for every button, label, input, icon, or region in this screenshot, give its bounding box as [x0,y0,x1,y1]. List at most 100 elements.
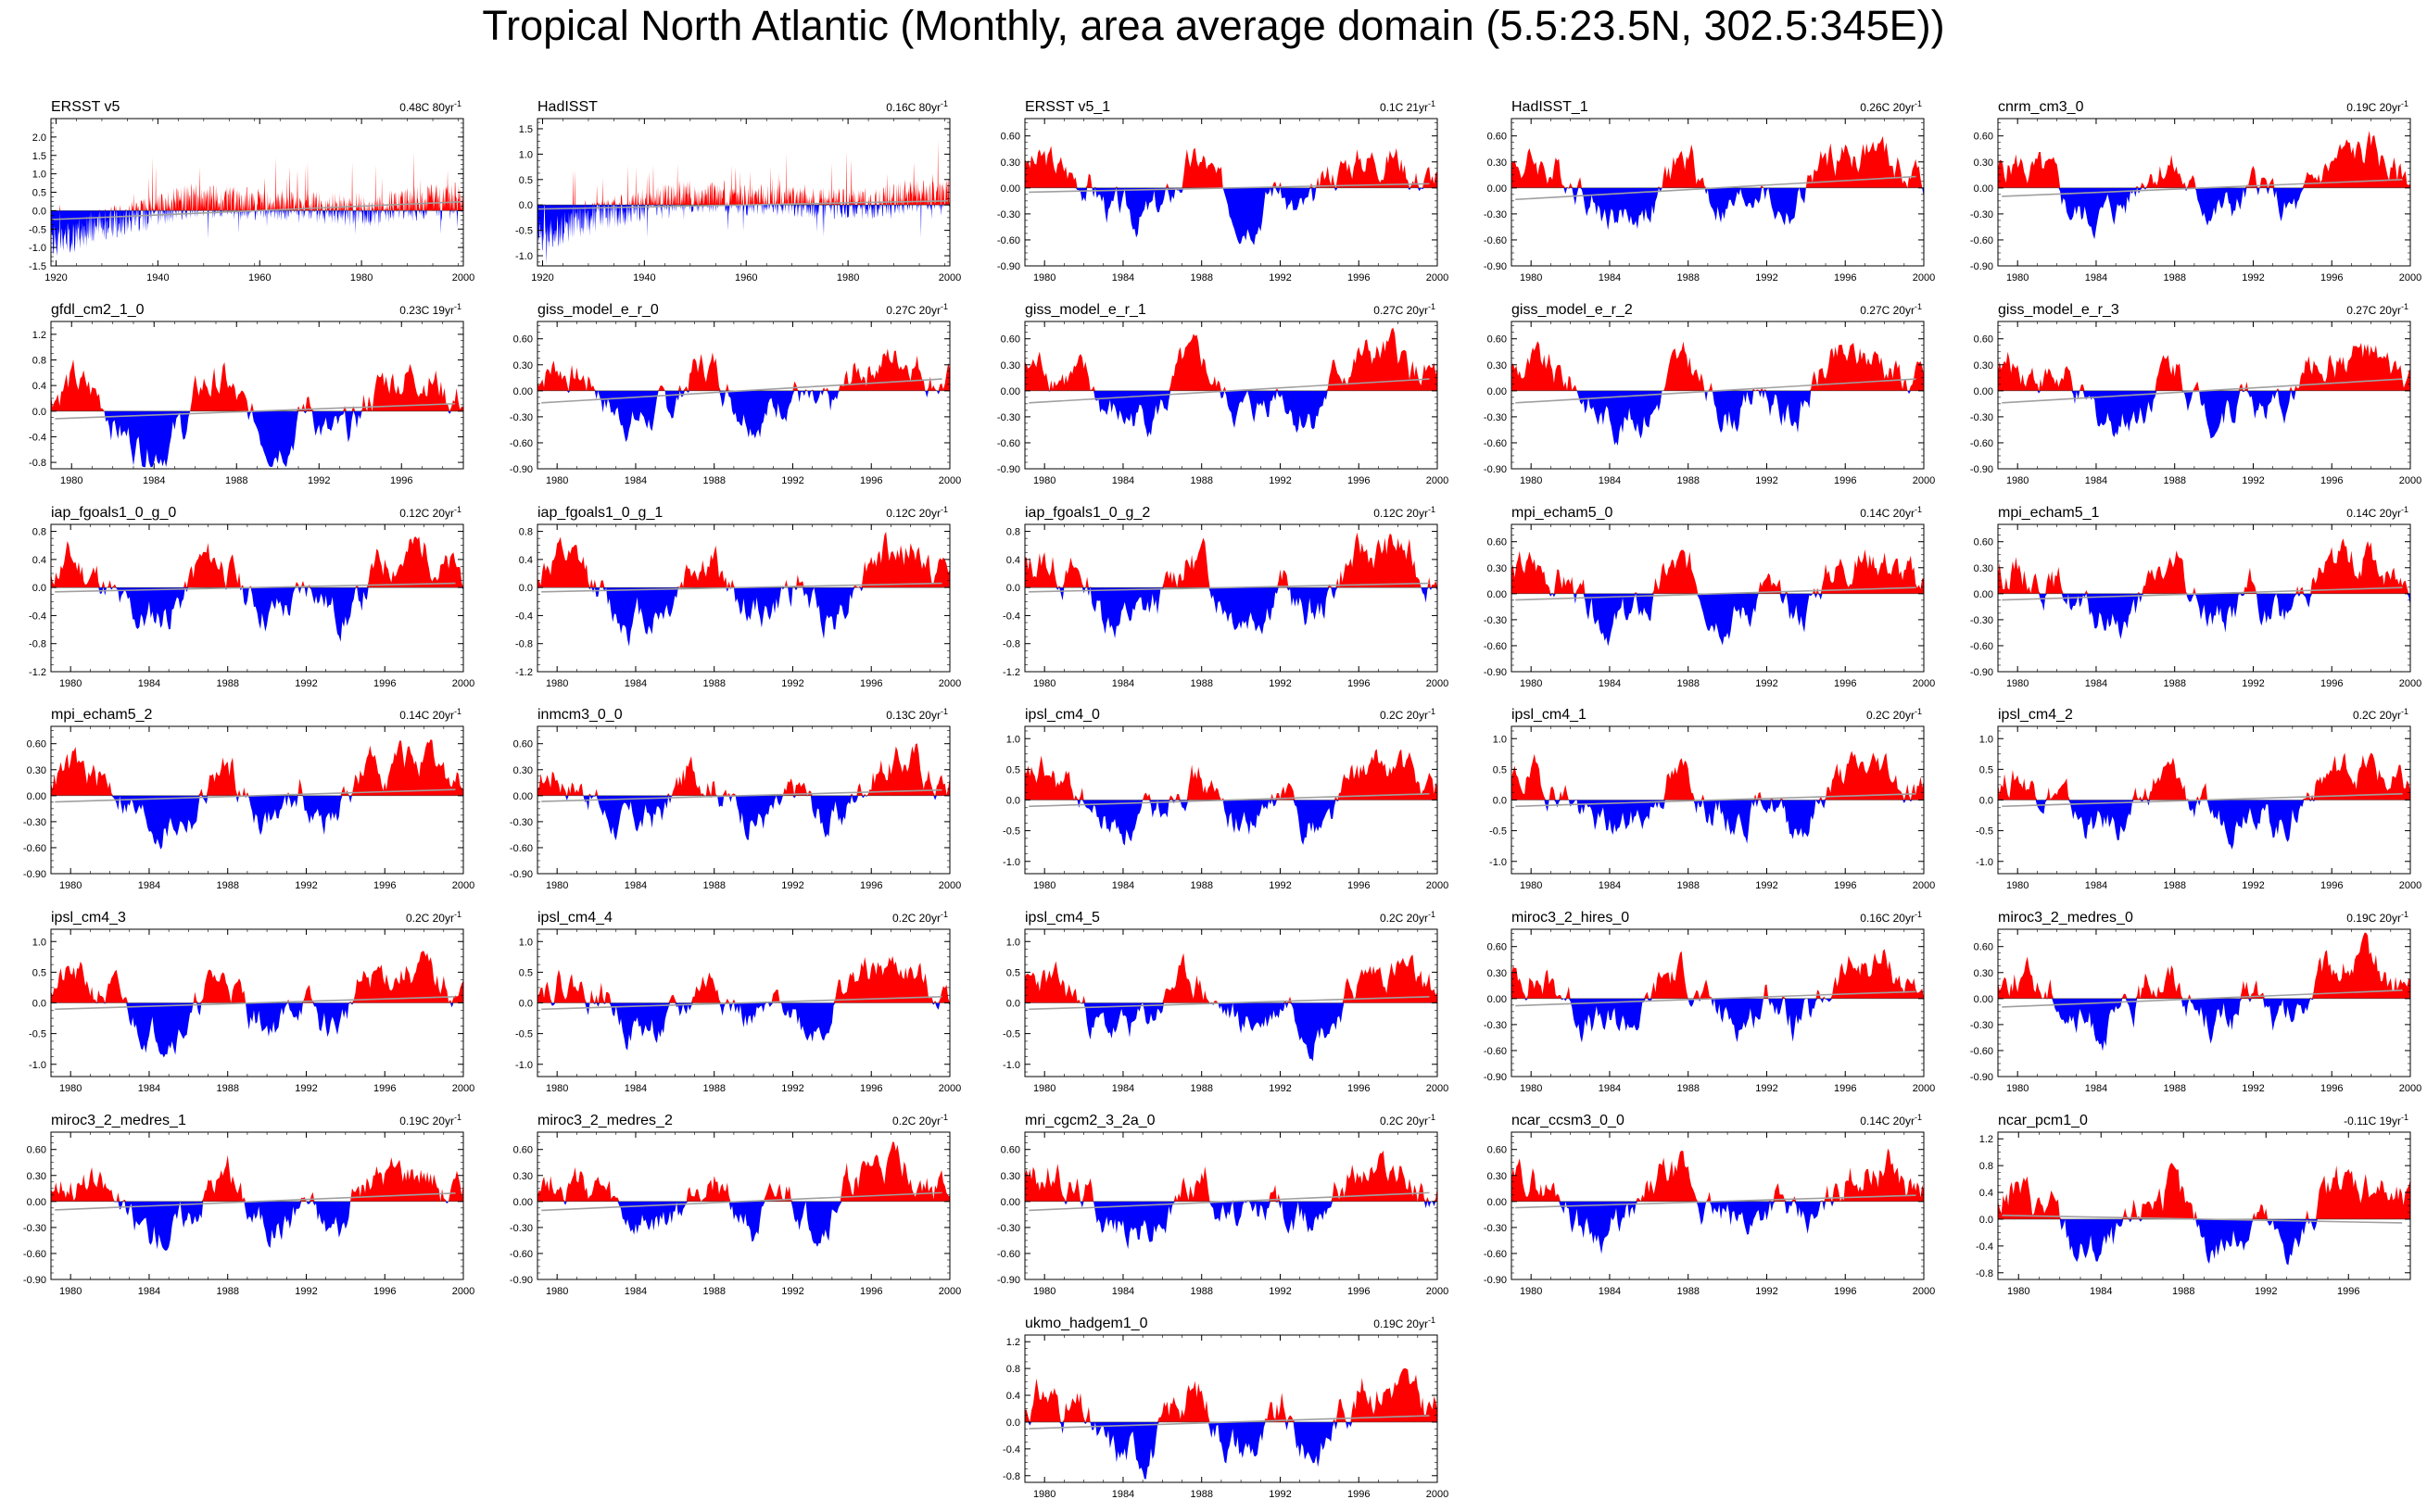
panel-trend-exponent: -1 [1915,99,1922,108]
y-tick-label: -0.90 [510,869,533,880]
x-tick-label: 1960 [735,272,757,284]
x-tick-label: 1992 [1269,880,1291,891]
x-tick-label: 1988 [2163,678,2185,689]
y-tick-label: 0.30 [1487,968,1507,979]
trend-line [1029,183,1430,194]
plot-frame [1024,1131,1438,1280]
panel-trend-exponent: -1 [1428,1316,1435,1325]
x-tick-label: 2000 [2399,1083,2421,1094]
y-tick-label: 0.60 [1487,537,1507,548]
panel-trend-label: 0.2C 20yr-1 [406,910,461,925]
x-tick-label: 1996 [1347,678,1370,689]
y-tick-label: -0.90 [1484,1072,1507,1083]
y-tick-label: 0.0 [1979,796,1993,807]
x-tick-label: 2000 [1426,1083,1448,1094]
panel-trend-label: 0.48C 80yr-1 [399,99,461,114]
y-tick-label: 1.0 [1493,734,1507,745]
panel-trend-exponent: -1 [2401,99,2408,108]
panel-trend-label: 0.27C 20yr-1 [1860,302,1922,317]
panel-trend-exponent: -1 [1915,505,1922,514]
x-tick-label: 1988 [1190,678,1212,689]
y-tick-label: -0.90 [23,1275,46,1286]
positive-anomaly-area [1511,549,1924,594]
y-tick-label: -0.8 [1976,1268,1993,1279]
panel-name: ERSST v5 [51,99,120,115]
y-tick-label: 0.00 [513,791,533,802]
panel-trend-exponent: -1 [941,707,948,716]
panel-name: iap_fgoals1_0_g_1 [537,505,663,521]
x-tick-label: 1980 [2006,272,2029,284]
panel-name: mpi_echam5_0 [1511,505,1613,521]
panel-trend-exponent: -1 [1915,302,1922,311]
y-tick-label: 1.0 [1979,734,1993,745]
x-tick-label: 1996 [2320,475,2343,486]
negative-anomaly-area [51,410,463,468]
panel-trend-label: 0.2C 20yr-1 [892,910,948,925]
panel-trend-exponent: -1 [1428,910,1435,919]
y-tick-label: 1.0 [519,149,533,160]
panel-trend-label: 0.2C 20yr-1 [892,1113,948,1128]
panel-trend-exponent: -1 [2401,910,2408,919]
negative-anomaly-area [1511,800,1924,844]
plot-frame [537,725,951,875]
x-tick-label: 1996 [1347,880,1370,891]
negative-anomaly-area [1025,1002,1437,1062]
panel-name: miroc3_2_hires_0 [1511,910,1629,926]
x-tick-label: 1984 [1112,475,1134,486]
panel-name: miroc3_2_medres_2 [537,1113,673,1128]
trend-line [541,582,942,593]
x-tick-label: 1980 [546,1083,568,1094]
y-tick-label: -0.90 [23,869,46,880]
y-tick-label: -1.5 [29,261,46,272]
x-tick-label: 2000 [939,678,961,689]
trend-line [1515,175,1916,201]
panel-trend-label: 0.14C 20yr-1 [2346,505,2408,520]
y-tick-label: 0.30 [1487,1171,1507,1182]
y-tick-label: 0.60 [1487,1145,1507,1156]
x-tick-label: 2000 [1913,475,1935,486]
panel-name: ipsl_cm4_4 [537,910,613,926]
y-tick-label: 0.00 [1001,1197,1020,1208]
x-tick-label: 1980 [59,1083,82,1094]
negative-anomaly-area [537,795,950,841]
panel-trend-exponent: -1 [2401,505,2408,514]
y-tick-label: -0.30 [1484,209,1507,220]
panel-hadisst-1: HadISST_1 0.26C 20yr-1 -0.90 -0.60 -0.30 0.00… [1484,99,1935,284]
x-tick-label: 2000 [1426,678,1448,689]
panel-trend-label: -0.11C 19yr-1 [2344,1113,2408,1128]
y-tick-label: -0.30 [997,209,1020,220]
y-tick-label: 0.0 [1006,583,1020,594]
x-tick-label: 1996 [1834,880,1856,891]
panel-ipsl-cm4-1: ipsl_cm4_1 0.2C 20yr-1 -1.0 -0.5 0.0 0.5 1.0 19… [1489,707,1935,891]
negative-anomaly-area [51,1002,463,1058]
panel-name: giss_model_e_r_0 [537,302,659,318]
x-tick-label: 1996 [1347,272,1370,284]
x-tick-label: 1980 [1520,880,1542,891]
x-tick-label: 2000 [2399,880,2421,891]
panel-trend-label: 0.13C 20yr-1 [886,707,948,722]
x-tick-label: 1984 [625,1083,647,1094]
y-tick-label: 0.60 [513,334,533,346]
y-tick-label: 0.8 [1979,1161,1993,1172]
x-tick-label: 2000 [1913,1286,1935,1297]
negative-anomaly-area [1025,1201,1437,1250]
panel-trend-label: 0.16C 80yr-1 [886,99,948,114]
y-tick-label: 0.5 [519,967,533,978]
x-tick-label: 1980 [2007,1286,2029,1297]
panel-name: miroc3_2_medres_0 [1998,910,2133,926]
y-tick-label: -1.2 [515,667,533,678]
positive-anomaly-area [1998,932,2410,999]
y-tick-label: 0.30 [1487,563,1507,574]
panel-name: giss_model_e_r_1 [1025,302,1146,318]
panel-trend-exponent: -1 [454,707,461,716]
y-tick-label: 0.30 [1974,360,1993,372]
x-tick-label: 1940 [633,272,655,284]
x-tick-label: 1992 [1269,678,1291,689]
x-tick-label: 1992 [2242,272,2264,284]
y-tick-label: 0.60 [513,739,533,750]
y-tick-label: 1.5 [32,151,46,162]
y-tick-label: -0.30 [23,1223,46,1234]
x-tick-label: 1984 [1599,880,1621,891]
panel-iap-fgoals1-0-g-1: iap_fgoals1_0_g_1 0.12C 20yr-1 -1.2 -0.8 -0.… [515,505,961,689]
panel-trend-exponent: -1 [941,302,948,311]
